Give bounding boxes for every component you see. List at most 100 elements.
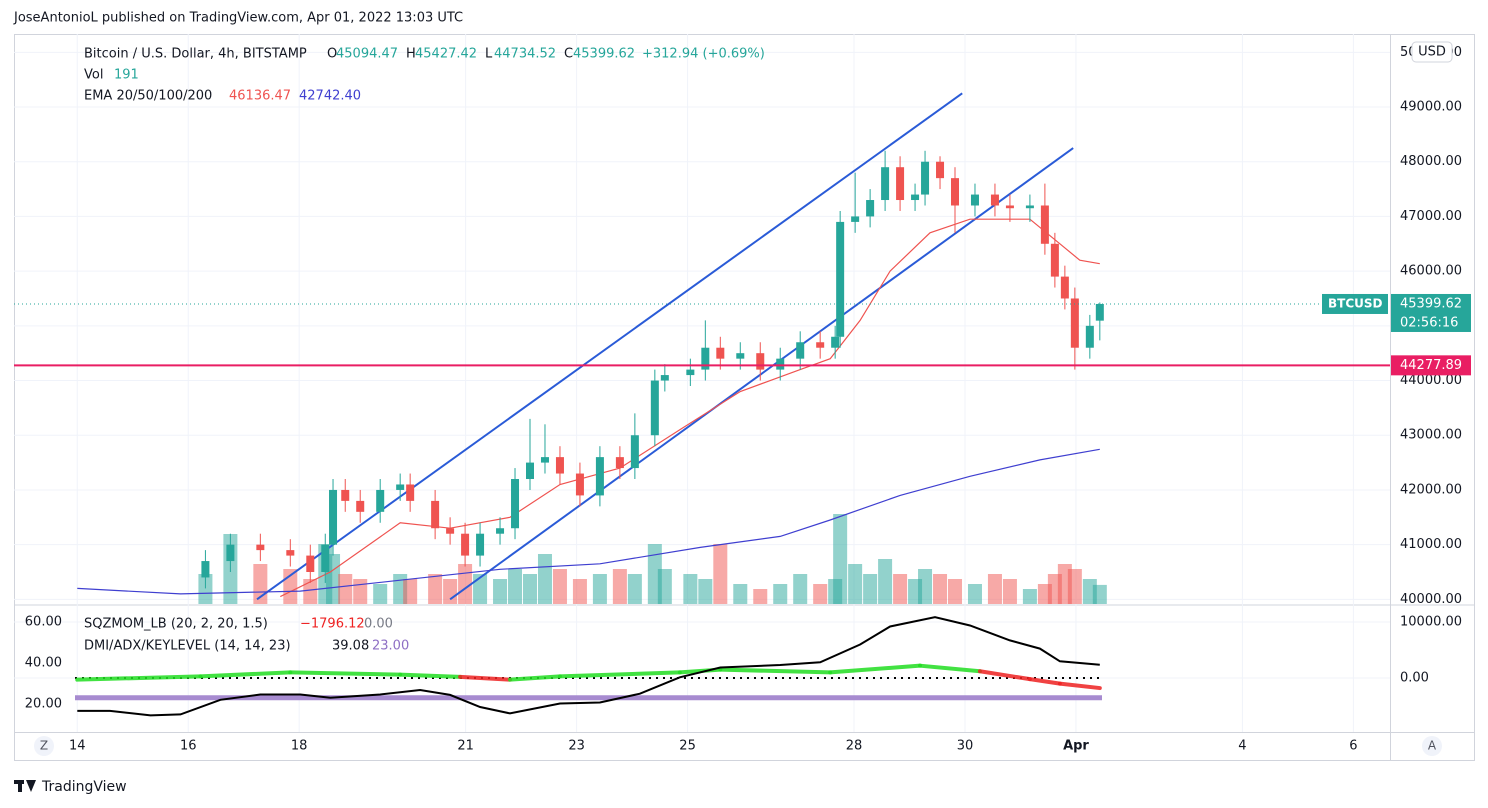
dmi-label: DMI/ADX/KEYLEVEL (14, 14, 23) bbox=[84, 639, 291, 654]
candle-body bbox=[1095, 303, 1104, 321]
candle-body bbox=[476, 533, 485, 556]
volume-bar bbox=[338, 574, 353, 604]
sqzmom-segment bbox=[398, 672, 463, 679]
x-tick-label: 4 bbox=[1238, 739, 1246, 754]
sqzmom-segment bbox=[75, 674, 203, 682]
volume-bar bbox=[473, 574, 488, 604]
volume-bar bbox=[698, 579, 713, 604]
y-tick-label: 40.00 bbox=[25, 655, 62, 670]
volume-bar bbox=[303, 579, 318, 604]
candle-body bbox=[686, 369, 695, 376]
volume-bar bbox=[403, 579, 418, 604]
sqzmom-segment bbox=[288, 670, 403, 677]
candle-body bbox=[540, 457, 549, 463]
sqzmom-segment bbox=[718, 667, 833, 675]
last-price-label: 45399.62 bbox=[1400, 296, 1462, 311]
ohlc-value: 45427.42 bbox=[415, 47, 477, 62]
symbol-label: BTCUSD bbox=[1328, 296, 1383, 310]
ohlc-key: L bbox=[485, 47, 493, 62]
candle-body bbox=[1025, 205, 1034, 209]
volume-bar bbox=[987, 574, 1002, 604]
candle-body bbox=[911, 194, 920, 201]
volume-bar bbox=[198, 574, 213, 604]
key-value: 23.00 bbox=[372, 639, 409, 654]
trendline bbox=[256, 92, 963, 601]
adx-value: 39.08 bbox=[332, 639, 369, 654]
sqzmom-segment bbox=[198, 670, 293, 679]
volume-bar bbox=[523, 574, 537, 604]
candle-body bbox=[701, 347, 710, 370]
sqzmom-segment bbox=[458, 674, 513, 682]
y-tick-label: 47000.00 bbox=[1400, 209, 1462, 224]
y2-tick-label: 0.00 bbox=[1400, 670, 1429, 685]
volume-bar bbox=[878, 559, 893, 604]
ema-value: 42742.40 bbox=[299, 89, 361, 104]
candle-body bbox=[851, 216, 860, 222]
candle-body bbox=[329, 489, 338, 545]
auto-button[interactable] bbox=[1422, 736, 1442, 756]
y-tick-label: 44000.00 bbox=[1400, 373, 1462, 388]
candle-body bbox=[226, 544, 235, 562]
trendline bbox=[449, 147, 1074, 601]
sqzmom-value: 0.00 bbox=[364, 617, 393, 632]
last-price-badge bbox=[1391, 293, 1471, 332]
candle-body bbox=[286, 550, 295, 556]
volume-bar bbox=[326, 554, 341, 604]
volume-bar bbox=[753, 589, 768, 604]
ema-line bbox=[77, 448, 1100, 595]
candle-body bbox=[796, 342, 805, 359]
y-tick-label: 46000.00 bbox=[1400, 264, 1462, 279]
candle-body bbox=[555, 457, 564, 474]
volume-bar bbox=[592, 574, 607, 604]
candle-body bbox=[1005, 205, 1014, 209]
volume-bar bbox=[733, 584, 748, 604]
x-tick-label: 16 bbox=[180, 739, 197, 754]
chart-frame bbox=[14, 34, 1475, 761]
candle-body bbox=[595, 457, 604, 496]
candle-body bbox=[396, 484, 405, 490]
y-tick-label: 60.00 bbox=[25, 614, 62, 629]
volume-bar bbox=[773, 584, 788, 604]
volume-bar bbox=[1002, 579, 1017, 604]
sqzmom-segment bbox=[508, 674, 562, 682]
currency-badge[interactable] bbox=[1411, 41, 1453, 63]
candle-body bbox=[431, 500, 440, 529]
volume-bar bbox=[848, 564, 863, 604]
sqzmom-segment bbox=[1057, 681, 1102, 691]
y-tick-label: 49000.00 bbox=[1400, 100, 1462, 115]
candle-body bbox=[356, 500, 365, 512]
volume-bar bbox=[713, 544, 728, 604]
volume-label: Vol bbox=[84, 68, 103, 83]
candle-body bbox=[970, 194, 979, 206]
candle-body bbox=[836, 221, 845, 337]
y-tick-label: 43000.00 bbox=[1400, 428, 1462, 443]
zoom-button[interactable] bbox=[34, 736, 54, 756]
auto-label[interactable]: A bbox=[1428, 739, 1437, 753]
volume-bar bbox=[967, 584, 982, 604]
candle-body bbox=[881, 167, 890, 201]
x-tick-label: 6 bbox=[1349, 739, 1357, 754]
candle-body bbox=[660, 375, 669, 381]
candle-body bbox=[866, 200, 875, 217]
candle-body bbox=[376, 489, 385, 512]
x-tick-label: 25 bbox=[679, 739, 696, 754]
candle-body bbox=[1060, 276, 1069, 299]
grid bbox=[14, 34, 1390, 732]
ohlc-value: 45399.62 bbox=[573, 47, 635, 62]
volume-bar bbox=[863, 574, 878, 604]
zoom-label[interactable]: Z bbox=[40, 739, 48, 753]
currency[interactable]: USD bbox=[1418, 45, 1446, 60]
candle-body bbox=[341, 489, 350, 501]
volume-bar bbox=[508, 569, 523, 604]
sqzmom-segment bbox=[557, 670, 682, 679]
volume-bar bbox=[552, 569, 567, 604]
candle-body bbox=[896, 167, 905, 201]
candle-body bbox=[256, 544, 265, 551]
y-tick-label: 41000.00 bbox=[1400, 537, 1462, 552]
volume-bar bbox=[537, 554, 552, 604]
candle-body bbox=[630, 435, 639, 469]
x-tick-label: 30 bbox=[957, 739, 974, 754]
